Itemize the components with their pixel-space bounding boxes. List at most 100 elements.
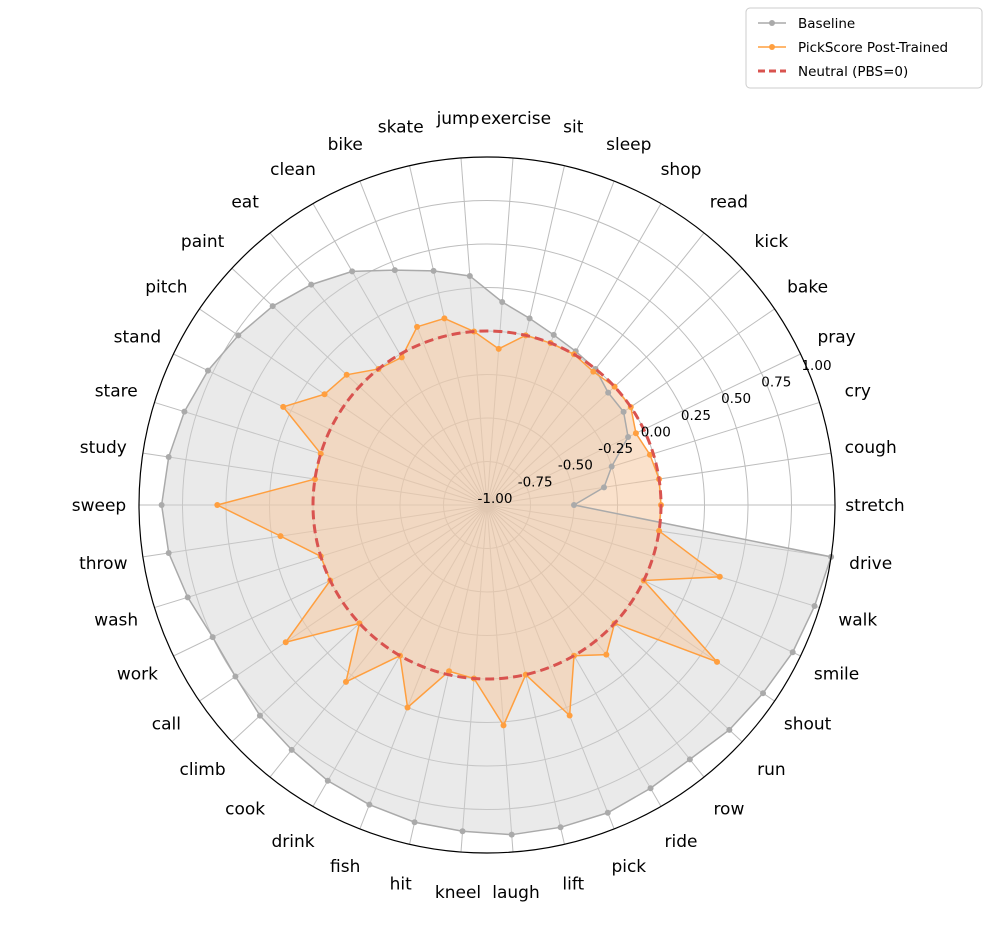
radial-tick-label: 1.00 <box>801 358 831 374</box>
category-label: hit <box>390 874 412 894</box>
category-label: eat <box>231 193 259 213</box>
radial-ticks: -1.00 -0.75 -0.50 -0.25 0.00 0.25 0.50 0.75 1.00 <box>478 358 832 507</box>
category-label: pitch <box>145 277 187 297</box>
polar-frame <box>138 156 836 854</box>
data-point <box>324 777 331 784</box>
data-point <box>181 408 188 415</box>
data-point <box>811 603 818 610</box>
data-point <box>282 639 289 646</box>
category-label: climb <box>180 760 226 780</box>
category-label: sleep <box>606 135 651 155</box>
category-label: shout <box>784 715 832 735</box>
data-point <box>404 704 411 711</box>
series-fill-pickscore <box>217 318 720 726</box>
data-point <box>526 315 533 322</box>
data-point <box>508 831 515 838</box>
data-point <box>604 809 611 816</box>
data-point <box>646 451 653 458</box>
category-label: drive <box>849 554 892 574</box>
category-label: paint <box>181 232 225 252</box>
category-label: stare <box>95 382 138 402</box>
data-point <box>214 502 221 508</box>
category-label: walk <box>838 610 877 630</box>
data-point <box>441 315 448 322</box>
data-point <box>280 403 287 410</box>
radial-tick-label: -0.50 <box>558 458 593 474</box>
data-point <box>209 634 216 641</box>
data-point <box>714 658 721 665</box>
legend-pickscore-label: PickScore Post-Trained <box>798 40 948 56</box>
category-label: call <box>152 715 181 735</box>
data-point <box>398 354 405 361</box>
category-label: pick <box>611 857 646 877</box>
data-point <box>466 272 473 279</box>
data-point <box>557 824 564 831</box>
radial-tick-label: 0.75 <box>761 375 791 391</box>
data-point <box>165 549 172 556</box>
category-label: lift <box>562 874 584 894</box>
data-point <box>414 323 421 330</box>
category-label: sit <box>563 118 584 138</box>
data-point <box>620 408 627 415</box>
data-point <box>590 368 597 375</box>
data-point <box>789 649 796 656</box>
legend-baseline-label: Baseline <box>798 16 855 32</box>
data-point <box>647 785 654 792</box>
radial-tick-label: 0.00 <box>641 424 671 440</box>
category-label: bike <box>328 135 363 155</box>
data-point <box>411 819 418 826</box>
data-point <box>277 533 284 540</box>
category-label: laugh <box>492 883 539 903</box>
category-label: sweep <box>72 496 126 516</box>
category-label: ride <box>665 832 698 852</box>
data-point <box>550 331 557 338</box>
data-point <box>256 712 263 719</box>
data-point <box>500 722 507 729</box>
category-labels: stretch cough cry pray bake kick read shop sleep… <box>72 109 905 903</box>
data-point <box>342 678 349 685</box>
data-point <box>184 594 191 601</box>
category-label: skate <box>378 118 424 138</box>
data-point <box>716 573 723 580</box>
category-label: stretch <box>845 496 904 516</box>
data-point <box>601 484 607 491</box>
radial-tick-label: -1.00 <box>478 491 513 507</box>
data-point <box>459 828 466 835</box>
data-point <box>391 267 398 274</box>
category-label: exercise <box>481 109 551 129</box>
neutral-reference <box>311 329 663 681</box>
category-label: bake <box>787 277 828 297</box>
data-point <box>204 367 211 374</box>
data-point <box>625 434 632 441</box>
data-point <box>605 389 612 396</box>
data-point <box>632 430 639 437</box>
data-point <box>269 303 276 310</box>
data-point <box>656 527 663 534</box>
data-point <box>495 345 502 352</box>
category-label: clean <box>270 160 316 180</box>
category-label: run <box>757 760 786 780</box>
data-point <box>165 454 172 461</box>
data-point <box>232 673 239 680</box>
radial-tick-label: -0.25 <box>598 441 633 457</box>
category-label: fish <box>330 857 360 877</box>
radial-tick-label: -0.75 <box>518 474 553 490</box>
data-point <box>446 668 453 675</box>
data-point <box>603 651 610 658</box>
legend-baseline-marker <box>769 20 775 26</box>
data-point <box>760 690 767 697</box>
data-point <box>308 281 315 288</box>
data-point <box>566 712 573 719</box>
category-label: drink <box>271 832 314 852</box>
data-point <box>235 332 242 339</box>
radial-tick-label: 0.50 <box>721 391 751 407</box>
data-point <box>499 298 506 305</box>
data-point <box>726 726 733 733</box>
category-label: smile <box>814 664 859 684</box>
category-label: work <box>117 664 158 684</box>
series-area <box>138 156 836 854</box>
data-point <box>608 463 615 470</box>
data-point <box>343 371 350 378</box>
neutral-circle <box>311 329 663 681</box>
